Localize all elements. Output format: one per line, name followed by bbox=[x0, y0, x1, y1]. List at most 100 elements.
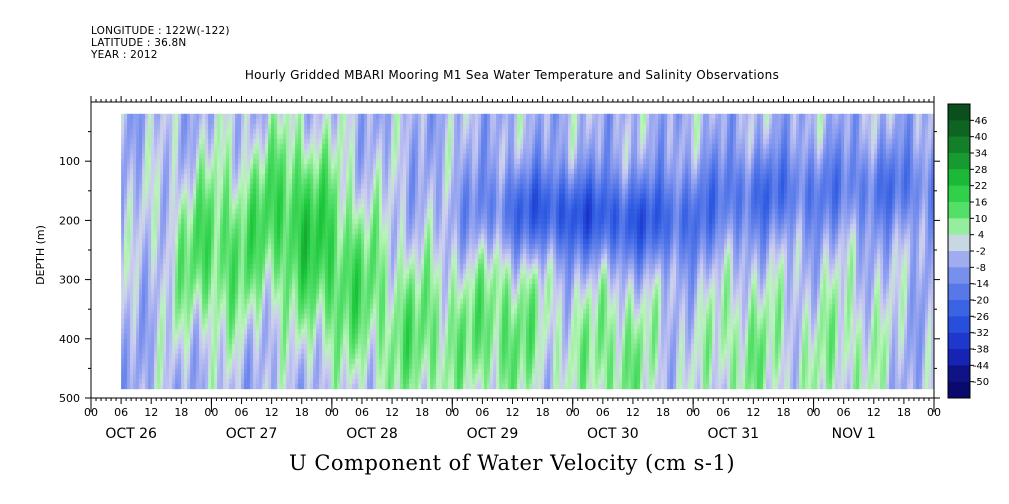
heatmap-cell bbox=[289, 143, 293, 150]
heatmap-cell bbox=[307, 303, 311, 310]
heatmap-cell bbox=[163, 318, 167, 325]
heatmap-cell bbox=[361, 143, 365, 150]
heatmap-cell bbox=[373, 298, 377, 305]
heatmap-cell bbox=[271, 378, 275, 385]
heatmap-cell bbox=[265, 158, 269, 165]
heatmap-cell bbox=[220, 308, 224, 315]
heatmap-cell bbox=[289, 258, 293, 265]
heatmap-cell bbox=[244, 343, 248, 350]
heatmap-cell bbox=[193, 338, 197, 345]
heatmap-cell bbox=[166, 268, 170, 275]
heatmap-cell bbox=[310, 263, 314, 270]
heatmap-cell bbox=[145, 228, 149, 235]
heatmap-cell bbox=[322, 273, 326, 280]
heatmap-cell bbox=[292, 173, 296, 180]
heatmap-cell bbox=[196, 328, 200, 335]
heatmap-cell bbox=[304, 258, 308, 265]
heatmap-cell bbox=[214, 333, 218, 340]
heatmap-cell bbox=[325, 238, 329, 245]
heatmap-cell bbox=[148, 288, 152, 295]
heatmap-cell bbox=[271, 228, 275, 235]
heatmap-cell bbox=[136, 288, 140, 295]
heatmap-cell bbox=[151, 223, 155, 230]
heatmap-cell bbox=[145, 203, 149, 210]
heatmap-cell bbox=[304, 158, 308, 165]
heatmap-cell bbox=[121, 238, 125, 245]
heatmap-cell bbox=[121, 233, 125, 240]
heatmap-cell bbox=[226, 188, 230, 195]
heatmap-cell bbox=[316, 213, 320, 220]
heatmap-cell bbox=[328, 313, 332, 320]
heatmap-cell bbox=[238, 333, 242, 340]
heatmap-cell bbox=[244, 123, 248, 130]
heatmap-cell bbox=[268, 208, 272, 215]
heatmap-cell bbox=[217, 308, 221, 315]
heatmap-cell bbox=[205, 193, 209, 200]
heatmap-cell bbox=[376, 383, 380, 390]
heatmap-cell bbox=[172, 168, 176, 175]
heatmap-cell bbox=[241, 253, 245, 260]
heatmap-cell bbox=[379, 368, 383, 375]
heatmap-cell bbox=[148, 218, 152, 225]
heatmap-cell bbox=[223, 113, 227, 120]
heatmap-cell bbox=[367, 133, 371, 140]
heatmap-cell bbox=[325, 158, 329, 165]
heatmap-cell bbox=[292, 308, 296, 315]
heatmap-cell bbox=[277, 158, 281, 165]
heatmap-cell bbox=[352, 323, 356, 330]
heatmap-cell bbox=[244, 318, 248, 325]
heatmap-cell bbox=[163, 328, 167, 335]
heatmap-cell bbox=[331, 283, 335, 290]
heatmap-cell bbox=[280, 133, 284, 140]
heatmap-cell bbox=[280, 253, 284, 260]
heatmap-cell bbox=[163, 258, 167, 265]
heatmap-cell bbox=[184, 248, 188, 255]
heatmap-cell bbox=[274, 193, 278, 200]
heatmap-cell bbox=[256, 278, 260, 285]
heatmap-cell bbox=[151, 333, 155, 340]
heatmap-cell bbox=[247, 188, 251, 195]
heatmap-cell bbox=[169, 323, 173, 330]
heatmap-cell bbox=[307, 163, 311, 170]
heatmap-cell bbox=[289, 188, 293, 195]
heatmap-cell bbox=[334, 313, 338, 320]
heatmap-cell bbox=[346, 163, 350, 170]
heatmap-cell bbox=[232, 253, 236, 260]
heatmap-cell bbox=[337, 368, 341, 375]
heatmap-cell bbox=[292, 188, 296, 195]
heatmap-cell bbox=[367, 253, 371, 260]
heatmap-cell bbox=[376, 268, 380, 275]
heatmap-cell bbox=[247, 298, 251, 305]
heatmap-cell bbox=[361, 173, 365, 180]
heatmap-cell bbox=[304, 353, 308, 360]
heatmap-cell bbox=[331, 143, 335, 150]
heatmap-cell bbox=[385, 178, 389, 185]
heatmap-cell bbox=[322, 233, 326, 240]
heatmap-cell bbox=[358, 133, 362, 140]
heatmap-cell bbox=[223, 363, 227, 370]
heatmap-cell bbox=[358, 203, 362, 210]
heatmap-cell bbox=[268, 338, 272, 345]
heatmap-cell bbox=[190, 278, 194, 285]
heatmap-cell bbox=[289, 283, 293, 290]
heatmap-cell bbox=[286, 383, 290, 390]
heatmap-cell bbox=[283, 353, 287, 360]
heatmap-cell bbox=[238, 188, 242, 195]
heatmap-cell bbox=[289, 368, 293, 375]
heatmap-cell bbox=[250, 188, 254, 195]
heatmap-cell bbox=[178, 223, 182, 230]
heatmap-cell bbox=[262, 278, 266, 285]
heatmap-cell bbox=[160, 378, 164, 385]
heatmap-cell bbox=[310, 333, 314, 340]
heatmap-cell bbox=[145, 233, 149, 240]
heatmap-cell bbox=[262, 118, 266, 125]
heatmap-cell bbox=[304, 148, 308, 155]
heatmap-cell bbox=[349, 343, 353, 350]
heatmap-cell bbox=[358, 268, 362, 275]
heatmap-cell bbox=[271, 123, 275, 130]
heatmap-cell bbox=[298, 228, 302, 235]
heatmap-cell bbox=[145, 258, 149, 265]
heatmap-cell bbox=[340, 248, 344, 255]
heatmap-cell bbox=[310, 288, 314, 295]
heatmap-cell bbox=[322, 268, 326, 275]
